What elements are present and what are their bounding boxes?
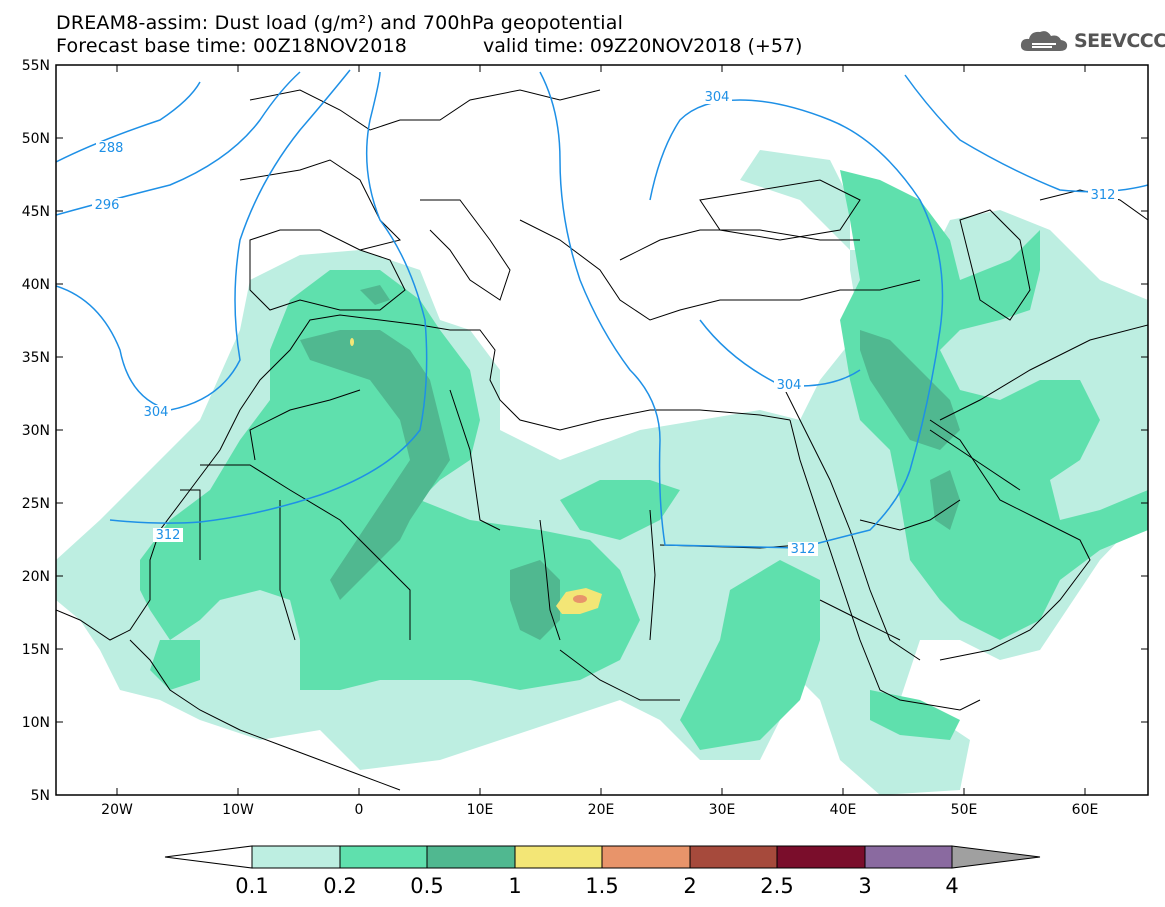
contour-label: 288 — [99, 141, 124, 156]
contour-label: 296 — [95, 198, 120, 213]
logo-text: SEEVCCC — [1074, 30, 1165, 52]
lon-label: 20W — [101, 802, 133, 818]
colorbar-segment — [601, 845, 691, 869]
lat-label: 50N — [22, 131, 50, 147]
colorbar-tick: 0.1 — [235, 874, 268, 898]
cloud-icon — [1020, 31, 1068, 51]
lon-label: 10E — [467, 802, 494, 818]
forecast-base-time: Forecast base time: 00Z18NOV2018 — [56, 35, 408, 57]
valid-time: valid time: 09Z20NOV2018 (+57) — [483, 35, 803, 57]
colorbar-segment — [339, 845, 428, 869]
longitude-axis: 20W 10W 0 10E 20E 30E 40E 50E 60E — [101, 65, 1098, 818]
lat-label: 45N — [22, 204, 50, 220]
lon-label: 60E — [1072, 802, 1099, 818]
lon-label: 20E — [588, 802, 615, 818]
colorbar-tick: 4 — [945, 874, 958, 898]
colorbar-tick: 0.5 — [410, 874, 443, 898]
colorbar-segment — [864, 845, 953, 869]
lon-label: 0 — [355, 802, 364, 818]
colorbar-tick: 1 — [508, 874, 521, 898]
lat-label: 55N — [22, 58, 50, 74]
lon-label: 50E — [951, 802, 978, 818]
colorbar-tick: 2 — [683, 874, 696, 898]
lat-label: 20N — [22, 569, 50, 585]
contour-label: 304 — [777, 378, 802, 393]
lat-label: 10N — [22, 715, 50, 731]
colorbar-tick: 3 — [858, 874, 871, 898]
contour-label: 304 — [144, 405, 169, 420]
latitude-axis: 55N 50N 45N 40N 35N 30N 25N 20N 15N 10N … — [22, 58, 1148, 804]
lat-label: 5N — [31, 788, 50, 804]
lat-label: 40N — [22, 277, 50, 293]
lon-label: 40E — [830, 802, 857, 818]
seevccc-logo: SEEVCCC — [1018, 26, 1165, 56]
lon-label: 10W — [222, 802, 254, 818]
colorbar-under-triangle — [164, 845, 253, 869]
colorbar: 0.1 0.2 0.5 1 1.5 2 2.5 3 4 — [164, 845, 1041, 898]
lat-label: 15N — [22, 642, 50, 658]
dust-peak-area — [350, 338, 602, 614]
lat-label: 35N — [22, 350, 50, 366]
contour-labels: 288 296 304 304 304 312 312 312 — [92, 90, 1118, 557]
colorbar-over-triangle — [951, 845, 1041, 869]
map-title: DREAM8-assim: Dust load (g/m²) and 700hP… — [56, 12, 624, 34]
colorbar-tick: 2.5 — [760, 874, 793, 898]
colorbar-segment — [514, 845, 603, 869]
colorbar-segment — [776, 845, 866, 869]
colorbar-segment — [689, 845, 778, 869]
colorbar-segment — [251, 845, 341, 869]
colorbar-tick: 0.2 — [323, 874, 356, 898]
colorbar-segment — [426, 845, 516, 869]
lat-label: 25N — [22, 496, 50, 512]
contour-label: 304 — [705, 90, 730, 105]
lat-label: 30N — [22, 423, 50, 439]
colorbar-tick: 1.5 — [585, 874, 618, 898]
lon-label: 30E — [709, 802, 736, 818]
contour-label: 312 — [156, 528, 181, 543]
contour-label: 312 — [791, 542, 816, 557]
contour-label: 312 — [1091, 188, 1116, 203]
